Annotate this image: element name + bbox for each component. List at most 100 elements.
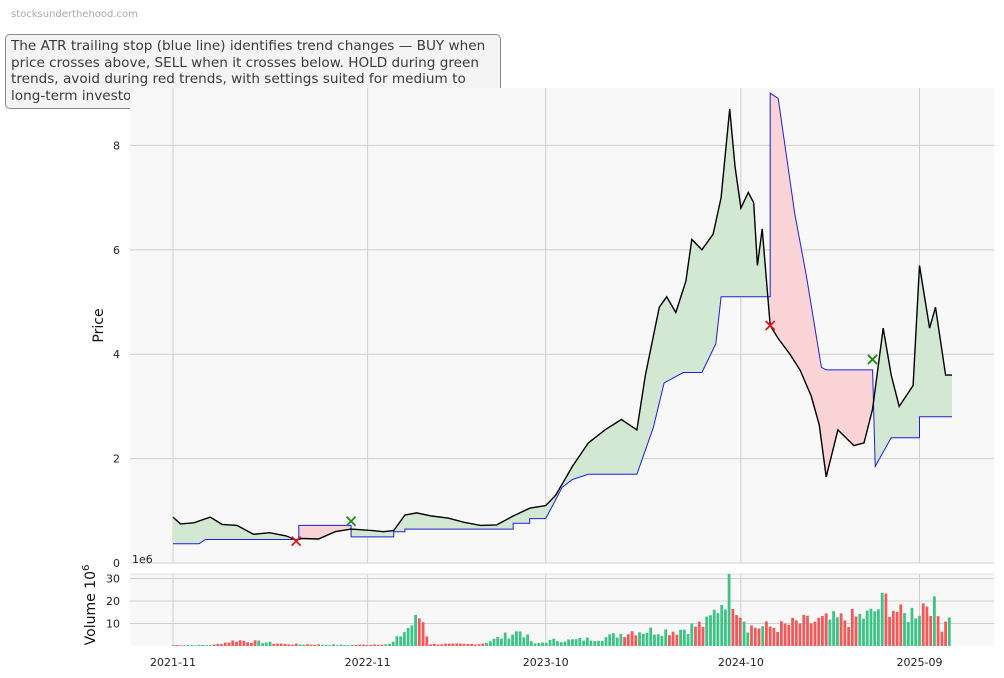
volume-bar [626, 634, 630, 646]
volume-bar [694, 626, 697, 646]
price-y-tick: 2 [113, 453, 120, 466]
volume-bar [220, 644, 223, 646]
volume-bar [697, 621, 701, 646]
buy-signal-marker [345, 516, 357, 527]
volume-bar [772, 627, 776, 646]
volume-bar [567, 639, 570, 646]
volume-bar [197, 644, 201, 646]
price-y-tick: 6 [113, 244, 120, 257]
volume-bar [888, 616, 891, 646]
volume-bar [750, 625, 753, 646]
volume-bar [447, 643, 451, 646]
volume-bar [507, 638, 511, 646]
volume-bar [459, 643, 462, 646]
volume-bar [884, 593, 888, 646]
volume-bar [205, 645, 208, 646]
volume-bar [731, 609, 735, 646]
volume-bar [925, 606, 929, 646]
volume-bar [302, 644, 305, 646]
volume-bar [880, 592, 884, 646]
buy-trend-fill [872, 265, 952, 467]
volume-bar [529, 641, 533, 646]
volume-bar [604, 637, 608, 646]
volume-bar [264, 642, 268, 646]
volume-bar [466, 643, 470, 646]
volume-bar [918, 615, 921, 646]
volume-bar [817, 617, 821, 646]
volume-bar [668, 635, 671, 646]
volume-bar [503, 632, 507, 646]
volume-panel: 2021-11 2022-11 2023-10 2024-10 2025-09 10 20 3… [81, 553, 994, 669]
sell-signal-marker [291, 535, 302, 547]
volume-bar [690, 623, 694, 646]
volume-bar [865, 610, 869, 646]
volume-bar [556, 641, 559, 646]
x-tick-label: 2021-11 [150, 656, 196, 669]
volume-axis-label: Volume 106 [81, 565, 99, 646]
volume-bar [488, 641, 492, 646]
volume-bar [641, 633, 645, 646]
volume-bar [365, 645, 369, 646]
volume-bar [376, 644, 380, 646]
volume-y-tick: 30 [106, 573, 120, 586]
volume-bar [836, 617, 839, 646]
volume-bar [929, 615, 933, 646]
volume-bar [235, 641, 238, 646]
volume-bar [518, 631, 522, 646]
volume-bar [738, 617, 742, 646]
volume-bar [574, 639, 578, 646]
volume-bar [686, 634, 690, 646]
volume-bar [414, 614, 417, 646]
volume-bar [391, 641, 395, 646]
volume-bar [809, 623, 813, 646]
volume-bar [869, 608, 873, 646]
volume-bar [563, 641, 567, 646]
volume-bar [347, 645, 350, 646]
volume-bar [313, 644, 317, 646]
volume-bar [615, 637, 619, 646]
volume-bar [335, 645, 339, 646]
volume-bar [526, 634, 529, 646]
volume-bar [649, 627, 653, 646]
price-line [172, 108, 952, 541]
volume-bar [242, 640, 246, 646]
volume-bar [585, 637, 589, 646]
volume-bar [850, 608, 854, 646]
volume-bar [671, 631, 675, 646]
volume-bar [388, 643, 391, 646]
buy-trend-fill [173, 517, 297, 544]
volume-bar [600, 640, 604, 646]
volume-bar [544, 642, 548, 646]
volume-bar [653, 634, 656, 646]
volume-bar [395, 636, 399, 646]
volume-bar [429, 644, 432, 646]
volume-bar [500, 638, 503, 646]
volume-bar [354, 645, 358, 646]
x-tick-label: 2025-09 [896, 656, 942, 669]
volume-bar [320, 644, 324, 646]
volume-bar [212, 644, 216, 646]
volume-bar [477, 644, 481, 646]
volume-bar [492, 638, 496, 646]
volume-bar [839, 613, 843, 646]
volume-bar [369, 644, 373, 646]
volume-bar [858, 613, 862, 646]
volume-bar [727, 574, 731, 646]
volume-bar [921, 603, 925, 646]
volume-bar [216, 643, 220, 646]
volume-bar [813, 621, 817, 646]
volume-bar [712, 609, 716, 646]
volume-bar [246, 642, 249, 646]
volume-bar [821, 616, 824, 646]
volume-bar [253, 640, 257, 646]
volume-bar [190, 645, 194, 646]
volume-bar [436, 644, 440, 646]
volume-bar [339, 644, 343, 646]
volume-bar [276, 643, 279, 646]
volume-bar [634, 635, 638, 646]
volume-bar [306, 644, 309, 646]
volume-bar [597, 640, 600, 646]
volume-offset-label: 1e6 [132, 553, 153, 566]
volume-bar [906, 622, 910, 646]
